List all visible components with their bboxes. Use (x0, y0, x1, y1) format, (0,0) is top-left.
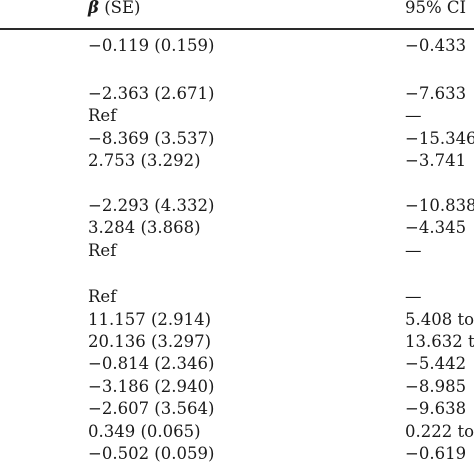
beta-cell: −0.119 (0.159) (88, 36, 215, 55)
ci-cell: −5.442 (405, 354, 467, 373)
beta-cell: −3.186 (2.940) (88, 377, 215, 396)
beta-cell: −2.363 (2.671) (88, 84, 215, 103)
ci-cell: −0.433 (405, 36, 467, 55)
header-rule (0, 28, 474, 30)
beta-cell: Ref (88, 287, 117, 306)
ci-cell: −7.633 (405, 84, 467, 103)
beta-symbol: β (88, 0, 99, 17)
beta-cell: 0.349 (0.065) (88, 422, 201, 441)
ci-cell: 0.222 to (405, 422, 474, 441)
ci-cell: 5.408 to (405, 310, 474, 329)
beta-cell: 11.157 (2.914) (88, 310, 212, 329)
beta-cell: Ref (88, 106, 117, 125)
beta-cell: −8.369 (3.537) (88, 129, 215, 148)
se-label: (SE) (98, 0, 141, 17)
beta-cell: −2.607 (3.564) (88, 399, 215, 418)
beta-cell: −2.293 (4.332) (88, 196, 215, 215)
ci-cell: −10.838 (405, 196, 474, 215)
beta-cell: −0.502 (0.059) (88, 444, 215, 463)
ci-cell: 13.632 to (405, 332, 474, 351)
beta-se-header: β (SE) (88, 0, 140, 18)
beta-cell: 20.136 (3.297) (88, 332, 212, 351)
ci-cell: — (405, 241, 422, 260)
beta-cell: −0.814 (2.346) (88, 354, 215, 373)
ci-cell: −0.619 (405, 444, 467, 463)
ci-cell: −9.638 (405, 399, 467, 418)
ci-cell: — (405, 287, 422, 306)
beta-cell: Ref (88, 241, 117, 260)
beta-cell: 3.284 (3.868) (88, 218, 201, 237)
beta-cell: 2.753 (3.292) (88, 151, 201, 170)
ci-cell: −15.346 (405, 129, 474, 148)
ci-cell: −3.741 (405, 151, 467, 170)
ci-cell: −8.985 (405, 377, 467, 396)
ci-cell: −4.345 (405, 218, 467, 237)
ci-cell: — (405, 106, 422, 125)
ci-header: 95% CI (405, 0, 467, 17)
